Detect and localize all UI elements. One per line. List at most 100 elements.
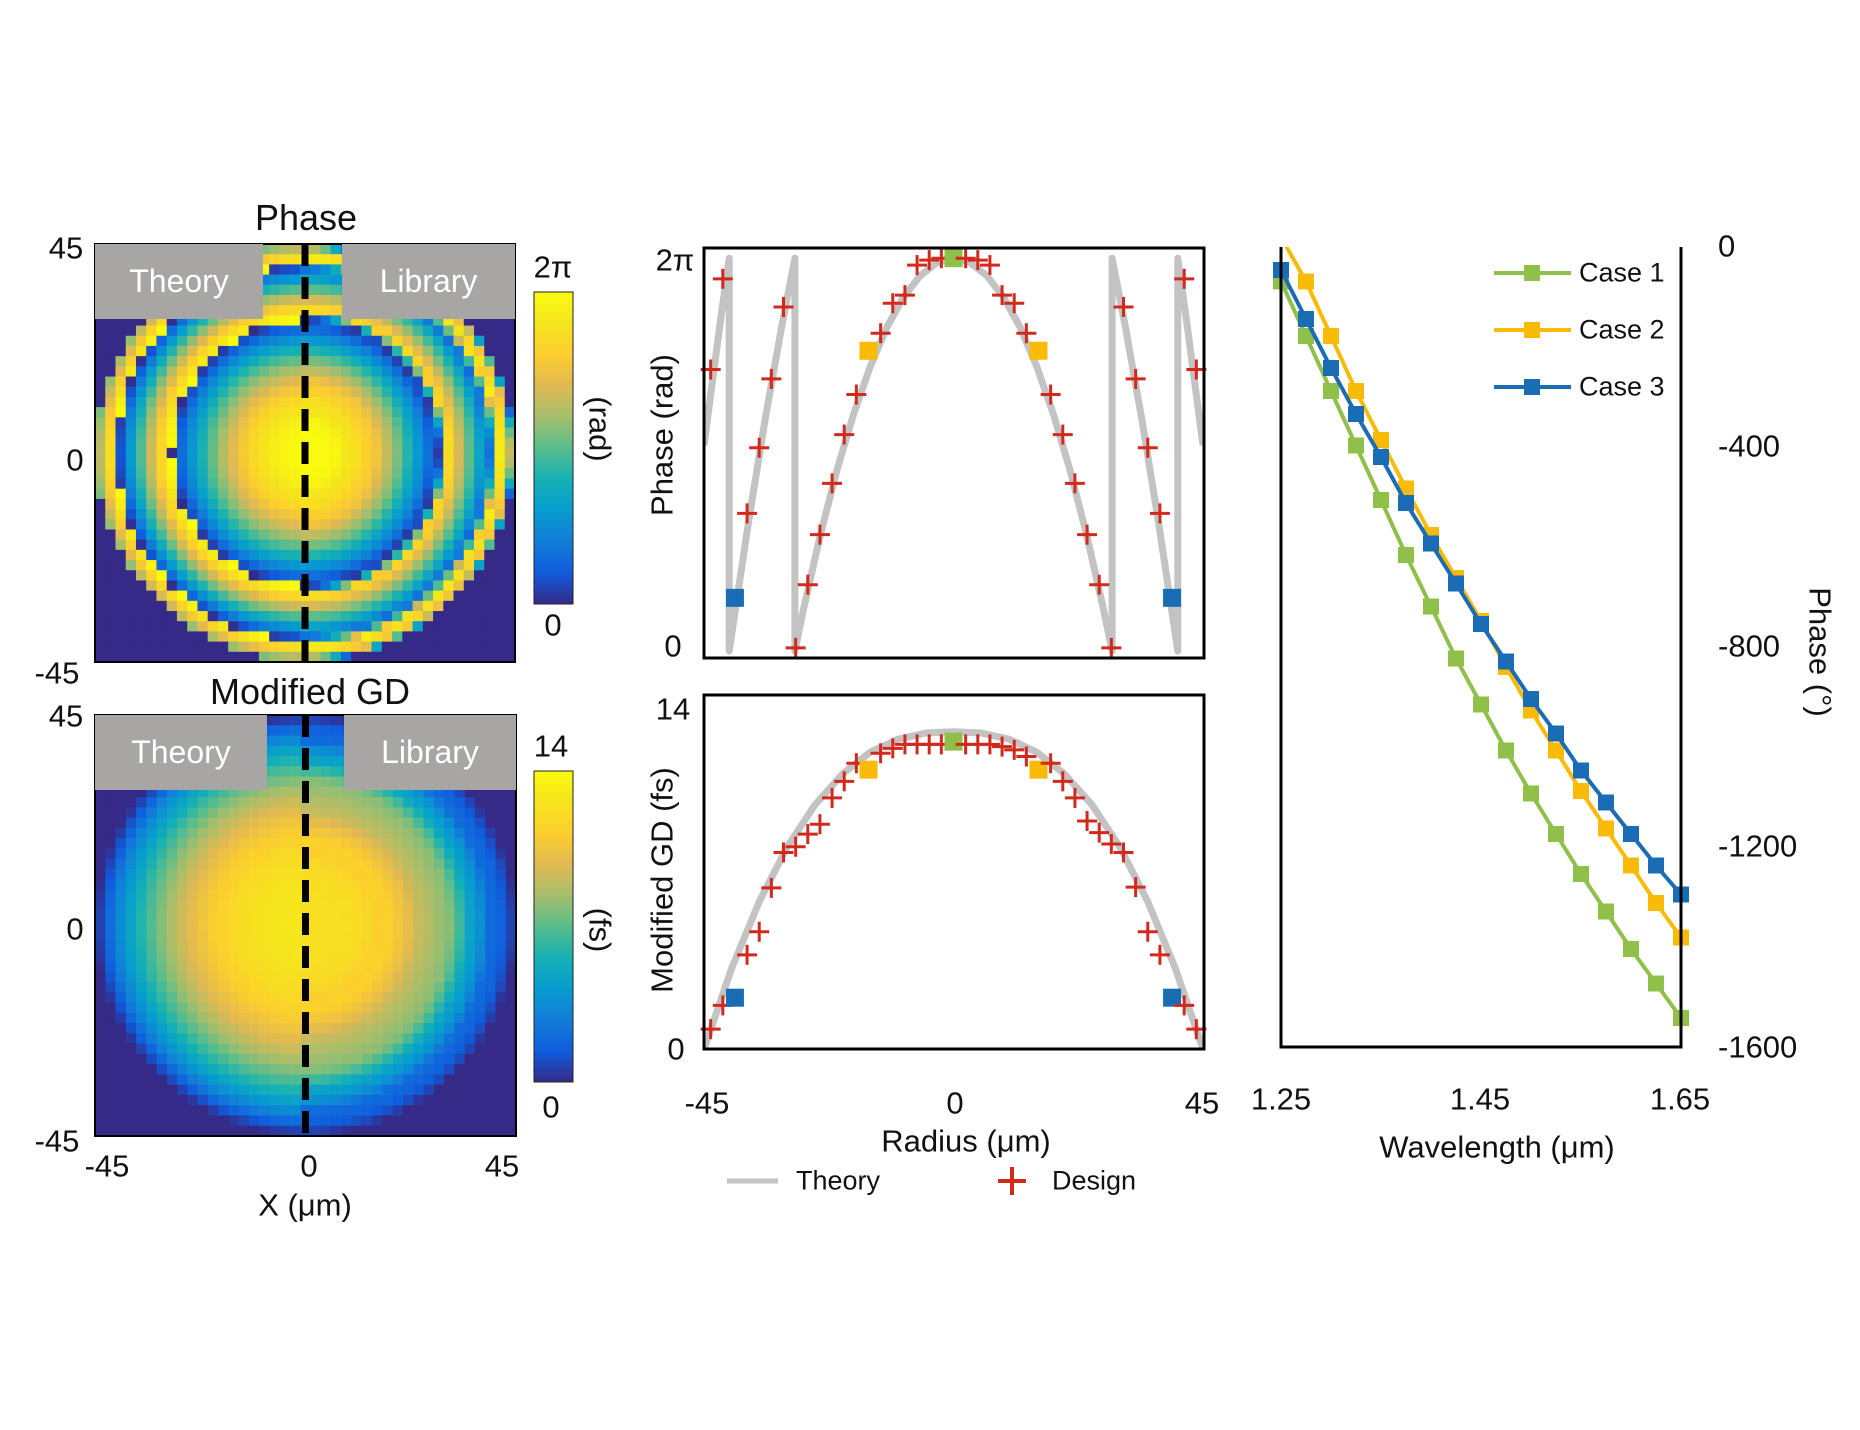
heatmap-cell	[135, 631, 147, 643]
heatmap-cell	[166, 1115, 178, 1127]
heatmap-cell	[310, 549, 321, 561]
heatmap-cell	[443, 468, 455, 480]
heatmap-cell	[197, 468, 209, 480]
heatmap-cell	[433, 447, 444, 459]
heatmap-cell	[228, 407, 240, 418]
heatmap-cell	[403, 889, 414, 901]
heatmap-cell	[207, 1125, 219, 1137]
heatmap-cell	[95, 1023, 106, 1034]
heatmap-cell	[187, 920, 199, 932]
heatmap-cell	[443, 366, 455, 378]
heatmap-cell	[444, 817, 455, 829]
heatmap-cell	[289, 437, 301, 449]
data-point	[1648, 975, 1664, 992]
heatmap-cell	[146, 961, 158, 973]
heatmap-cell	[382, 920, 394, 932]
heatmap-cell	[166, 386, 178, 398]
heatmap-cell	[331, 776, 343, 788]
heatmap-cell	[433, 417, 444, 429]
heatmap-cell	[422, 590, 434, 602]
heatmap-cell	[433, 600, 444, 612]
highlighted-point-case1	[944, 732, 963, 751]
heatmap-cell	[474, 920, 486, 932]
heatmap-cell	[95, 519, 106, 531]
heatmap-cell	[218, 899, 230, 911]
heatmap-cell	[115, 1115, 127, 1127]
data-point	[1448, 650, 1464, 667]
heatmap-cell	[433, 335, 444, 347]
heatmap-cell	[423, 981, 435, 993]
heatmap-cell	[403, 899, 414, 911]
heatmap-cell	[115, 1012, 127, 1024]
heatmap-cell	[444, 1043, 455, 1055]
heatmap-cell	[422, 447, 434, 459]
heatmap-cell	[330, 611, 342, 622]
heatmap-cell	[166, 539, 178, 551]
heatmap-cell	[340, 335, 352, 347]
heatmap-cell	[422, 345, 434, 357]
heatmap-cell	[259, 858, 271, 870]
heatmap-cell	[279, 1115, 291, 1127]
heatmap-cell	[341, 1023, 353, 1034]
heatmap-cell	[115, 920, 127, 932]
heatmap-cell	[166, 951, 178, 963]
heatmap-cell	[464, 1105, 476, 1117]
heatmap-cell	[115, 961, 127, 973]
heatmap-cell	[495, 961, 507, 973]
heatmap-cell	[423, 858, 435, 870]
heatmap-cell	[135, 396, 147, 408]
heatmap-cell	[290, 1115, 301, 1127]
heatmap-cell	[115, 1064, 127, 1075]
heatmap-cell	[341, 879, 353, 891]
heatmap-cell	[372, 797, 384, 809]
heatmap-cell	[412, 335, 424, 347]
heatmap-cell	[320, 725, 332, 737]
heatmap-cell	[228, 869, 240, 880]
heatmap-cell	[474, 519, 485, 531]
heatmap-cell	[95, 386, 106, 398]
heatmap-cell	[444, 1002, 455, 1014]
heatmap-cell	[413, 981, 425, 993]
heatmap-cell	[299, 600, 311, 612]
heatmap-cell	[422, 529, 434, 541]
heatmap-cell	[176, 600, 188, 612]
heatmap-cell	[115, 651, 127, 663]
heatmap-cell	[279, 376, 291, 388]
heatmap-cell	[146, 1053, 158, 1065]
heatmap-cell	[320, 478, 332, 490]
heatmap-cell	[464, 1033, 476, 1045]
heatmap-cell	[423, 848, 435, 860]
heatmap-cell	[361, 1074, 373, 1086]
heatmap-cell	[207, 1064, 219, 1075]
heatmap-cell	[299, 396, 311, 408]
heatmap-cell	[177, 961, 189, 973]
heatmap-cell	[115, 827, 127, 839]
heatmap-cell	[331, 930, 343, 942]
heatmap-cell	[125, 1002, 137, 1014]
heatmap-cell	[453, 570, 465, 582]
heatmap-cell	[207, 879, 219, 891]
heatmap-cell	[289, 386, 301, 398]
heatmap-cell	[351, 1105, 363, 1117]
heatmap-cell	[310, 264, 321, 276]
heatmap-cell	[381, 325, 393, 337]
heatmap-cell	[412, 417, 424, 429]
heatmap-cell	[166, 1002, 178, 1014]
heatmap-cell	[412, 590, 424, 602]
heatmap-cell	[177, 1105, 189, 1117]
library-label: Library	[381, 734, 479, 770]
data-point	[1523, 785, 1539, 802]
heatmap-cell	[176, 437, 188, 449]
heatmap-cell	[105, 920, 117, 932]
heatmap-cell	[176, 590, 188, 602]
heatmap-cell	[146, 509, 158, 520]
heatmap-cell	[331, 807, 343, 819]
heatmap-cell	[382, 858, 394, 870]
heatmap-cell	[504, 570, 516, 582]
heatmap-cell	[403, 1074, 414, 1086]
heatmap-cell	[310, 641, 321, 653]
heatmap-cell	[320, 529, 332, 541]
highlighted-point-case2	[859, 341, 878, 360]
heatmap-cell	[310, 858, 322, 870]
heatmap-cell	[463, 417, 475, 429]
